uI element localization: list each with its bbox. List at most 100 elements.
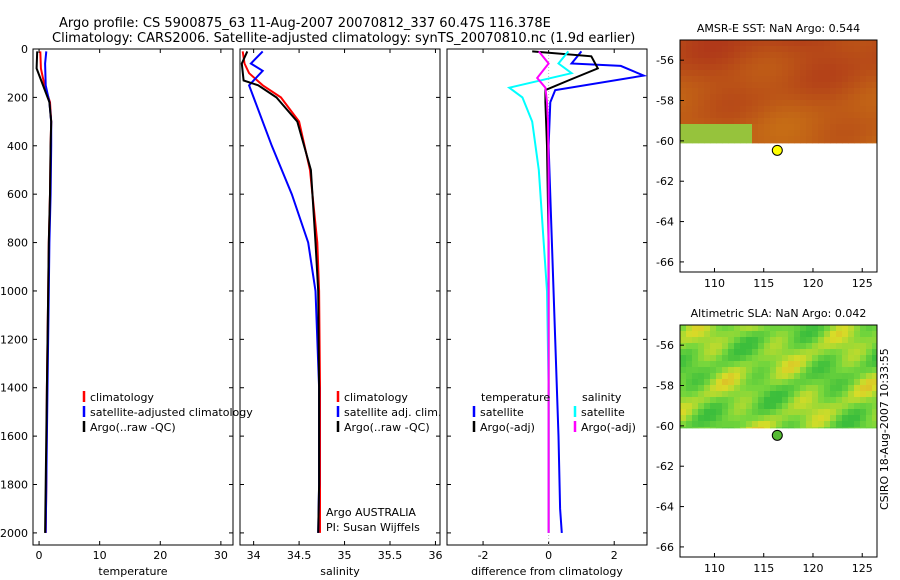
sla-map-cell <box>698 409 705 416</box>
sst-map-cell <box>680 100 687 107</box>
sst-map-cell <box>728 64 735 71</box>
sla-map-cell <box>830 325 837 332</box>
sla-map-cell <box>752 355 759 362</box>
sla-map-cell <box>872 415 878 422</box>
sla-map-cell <box>794 397 801 404</box>
sst-map-cell <box>842 112 849 119</box>
sst-map-cell <box>776 52 783 59</box>
sla-map-cell <box>824 343 831 350</box>
sla-map-cell <box>788 343 795 350</box>
sst-map-cell <box>686 106 693 113</box>
sst-map-cell <box>680 52 687 59</box>
sst-map-cell <box>764 88 771 95</box>
sla-map-cell <box>698 403 705 410</box>
sla-map-cell <box>716 397 723 404</box>
sst-map-cell <box>758 82 765 89</box>
sla-map-cell <box>710 331 717 338</box>
sst-map-cell <box>716 40 723 47</box>
sla-map-cell <box>740 373 747 380</box>
sla-map-cell <box>704 325 711 332</box>
sst-map-cell <box>806 94 813 101</box>
argo-data-centre: Argo AUSTRALIA <box>326 506 416 519</box>
sst-map-cell <box>854 64 861 71</box>
sst-map-cell <box>854 142 861 144</box>
sst-map-cell <box>872 40 878 47</box>
sst-map-ytick-label: -56 <box>656 54 674 67</box>
sla-map-cell <box>722 403 729 410</box>
sst-map-cell <box>848 46 855 53</box>
sst-map-cell <box>728 124 735 131</box>
difference-xtick-label: 2 <box>611 549 618 562</box>
sla-map-cell <box>782 415 789 422</box>
sla-map-cell <box>722 427 729 429</box>
sst-map-cell <box>746 136 753 143</box>
sst-map-cell <box>680 118 687 125</box>
sst-map-cell <box>842 118 849 125</box>
sla-map-cell <box>854 427 861 429</box>
sst-map-cell <box>860 106 867 113</box>
sla-map-cell <box>860 391 867 398</box>
sst-map-cell <box>860 124 867 131</box>
sst-map-cell <box>818 52 825 59</box>
sla-map-cell <box>812 391 819 398</box>
sst-map-cell <box>872 118 878 125</box>
sst-map-cell <box>692 124 699 131</box>
sst-map-cell <box>758 112 765 119</box>
sst-map-cell <box>794 130 801 137</box>
sla-map-cell <box>734 373 741 380</box>
sla-map-cell <box>818 403 825 410</box>
sla-map-cell <box>794 379 801 386</box>
sla-map-cell <box>704 361 711 368</box>
sla-map-cell <box>854 373 861 380</box>
sla-map-cell <box>764 409 771 416</box>
sst-map-cell <box>794 40 801 47</box>
sla-map-cell <box>788 331 795 338</box>
sla-map-cell <box>734 403 741 410</box>
sla-map-cell <box>776 391 783 398</box>
sla-map-cell <box>746 361 753 368</box>
sla-map-cell <box>740 337 747 344</box>
sst-map-cell <box>788 70 795 77</box>
sst-map-cell <box>740 112 747 119</box>
sla-map-ytick-label: -60 <box>656 420 674 433</box>
sst-map-cell <box>704 70 711 77</box>
sst-map-cell <box>800 142 807 144</box>
sst-map-cell <box>812 52 819 59</box>
sst-map-cell <box>836 106 843 113</box>
sla-map-cell <box>866 337 873 344</box>
sla-map-cell <box>806 385 813 392</box>
sst-map-cell <box>830 142 837 144</box>
sst-map-cell <box>776 58 783 65</box>
sst-map-cell <box>806 58 813 65</box>
sst-map-cell <box>836 94 843 101</box>
sla-map-cell <box>728 325 735 332</box>
salinity-legend: climatology satellite adj. clim. Argo(..ra… <box>336 391 441 434</box>
sst-map-cell <box>722 52 729 59</box>
sst-map-cell <box>782 46 789 53</box>
sla-map-cell <box>812 349 819 356</box>
sst-map-cell <box>680 76 687 83</box>
sla-map-cell <box>692 337 699 344</box>
sst-map-cell <box>770 106 777 113</box>
sla-map-cell <box>704 343 711 350</box>
sla-map-cell <box>860 355 867 362</box>
sla-map-cell <box>794 343 801 350</box>
sst-map-cell <box>746 118 753 125</box>
sst-map-cell <box>812 88 819 95</box>
sla-map-cell <box>824 349 831 356</box>
sla-map-cell <box>698 427 705 429</box>
sla-map-cell <box>704 373 711 380</box>
sst-map-cell <box>692 46 699 53</box>
sla-map-cell <box>794 409 801 416</box>
sla-map-cell <box>686 367 693 374</box>
sla-map-cell <box>692 343 699 350</box>
sst-map-cell <box>698 46 705 53</box>
sst-map-cell <box>686 100 693 107</box>
sla-map-cell <box>770 403 777 410</box>
temperature-xtick-label: 10 <box>93 549 107 562</box>
sla-map-cell <box>824 373 831 380</box>
sst-map-cell <box>854 70 861 77</box>
sst-map-cell <box>710 88 717 95</box>
sst-map-cell <box>824 142 831 144</box>
sla-map-cell <box>686 385 693 392</box>
